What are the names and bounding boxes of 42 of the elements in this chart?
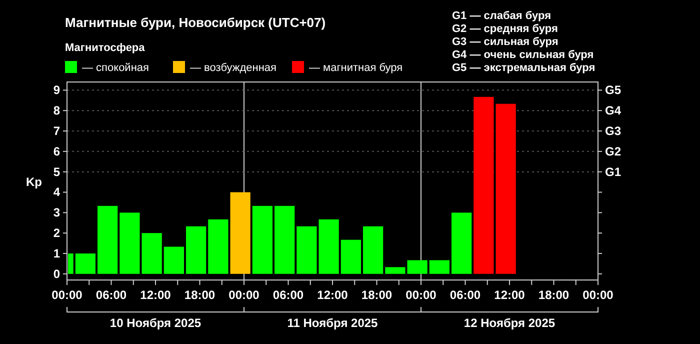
x-tick-label: 18:00 bbox=[538, 288, 570, 302]
legend-label: — магнитная буря bbox=[309, 62, 403, 74]
text: G2 — средняя буря bbox=[452, 23, 558, 35]
legend-label: — спокойная bbox=[82, 62, 150, 74]
y-tick-label: 7 bbox=[53, 124, 60, 138]
y-tick-label: 1 bbox=[53, 246, 60, 260]
y-tick-label: 3 bbox=[53, 206, 60, 220]
ref-line-label: G3 bbox=[605, 124, 622, 138]
x-tick-label: 12:00 bbox=[140, 288, 172, 302]
ref-line-label: G1 bbox=[605, 164, 622, 179]
x-tick-label: 18:00 bbox=[361, 288, 392, 302]
x-tick-label: 00:00 bbox=[406, 288, 437, 302]
text: G3 — сильная буря bbox=[452, 36, 558, 48]
legend-label: — возбужденная bbox=[190, 62, 277, 74]
text: G1 — слабая буря bbox=[452, 10, 552, 22]
y-tick-label: 8 bbox=[53, 104, 60, 118]
x-tick-label: 06:00 bbox=[450, 288, 481, 302]
text: 10 Ноября 2025 bbox=[110, 316, 202, 330]
text: G5 — экстремальная буря bbox=[452, 62, 596, 74]
y-tick-label: 2 bbox=[53, 226, 60, 240]
text: 11 Ноября 2025 bbox=[287, 316, 378, 330]
x-tick-label: 12:00 bbox=[317, 288, 348, 302]
y-axis-title: Kp bbox=[26, 175, 42, 189]
x-tick-label: 06:00 bbox=[96, 288, 127, 302]
y-tick-label: 6 bbox=[53, 144, 60, 158]
x-tick-label: 00:00 bbox=[228, 288, 260, 302]
legend-title: Магнитосфера bbox=[65, 42, 146, 54]
y-tick-label: 9 bbox=[53, 83, 60, 98]
x-tick-label: 06:00 bbox=[272, 288, 304, 302]
x-tick-label: 12:00 bbox=[494, 288, 526, 302]
x-tick-label: 00:00 bbox=[52, 288, 83, 302]
ref-line-label: G5 bbox=[605, 83, 622, 98]
ref-line-label: G4 bbox=[605, 104, 622, 118]
text: G4 — очень сильная буря bbox=[452, 49, 594, 61]
ref-line-label: G2 bbox=[605, 144, 622, 158]
y-tick-label: 4 bbox=[53, 185, 60, 200]
y-tick-label: 5 bbox=[53, 164, 60, 179]
text: 12 Ноября 2025 bbox=[464, 316, 556, 330]
chart-title: Магнитные бури, Новосибирск (UTC+07) bbox=[65, 15, 326, 30]
x-tick-label: 00:00 bbox=[582, 288, 614, 302]
x-tick-label: 18:00 bbox=[184, 288, 216, 302]
y-tick-label: 0 bbox=[53, 266, 60, 281]
